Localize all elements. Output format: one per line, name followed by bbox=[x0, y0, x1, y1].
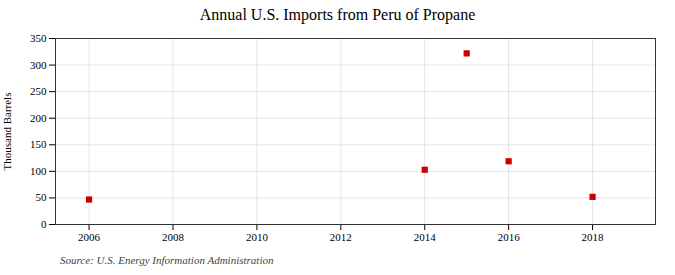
svg-text:2016: 2016 bbox=[498, 231, 521, 243]
svg-text:150: 150 bbox=[30, 138, 47, 150]
svg-text:2018: 2018 bbox=[582, 231, 605, 243]
svg-text:200: 200 bbox=[30, 112, 47, 124]
svg-text:0: 0 bbox=[41, 218, 47, 230]
svg-text:250: 250 bbox=[30, 85, 47, 97]
svg-text:2006: 2006 bbox=[78, 231, 101, 243]
svg-text:2012: 2012 bbox=[330, 231, 352, 243]
html-text:Source: U.S. Energy Informatio: Source: U.S. Energy Information Administ… bbox=[60, 254, 274, 266]
svg-text:2014: 2014 bbox=[414, 231, 437, 243]
svg-text:100: 100 bbox=[30, 165, 47, 177]
svg-text:50: 50 bbox=[36, 191, 48, 203]
svg-text:Thousand Barrels: Thousand Barrels bbox=[1, 93, 13, 171]
svg-text:2010: 2010 bbox=[246, 231, 269, 243]
svg-text:2008: 2008 bbox=[162, 231, 185, 243]
svg-text:300: 300 bbox=[30, 59, 47, 71]
html-text:Annual U.S. Imports from Peru: Annual U.S. Imports from Peru of Propane bbox=[199, 6, 476, 23]
svg-text:350: 350 bbox=[30, 32, 47, 44]
